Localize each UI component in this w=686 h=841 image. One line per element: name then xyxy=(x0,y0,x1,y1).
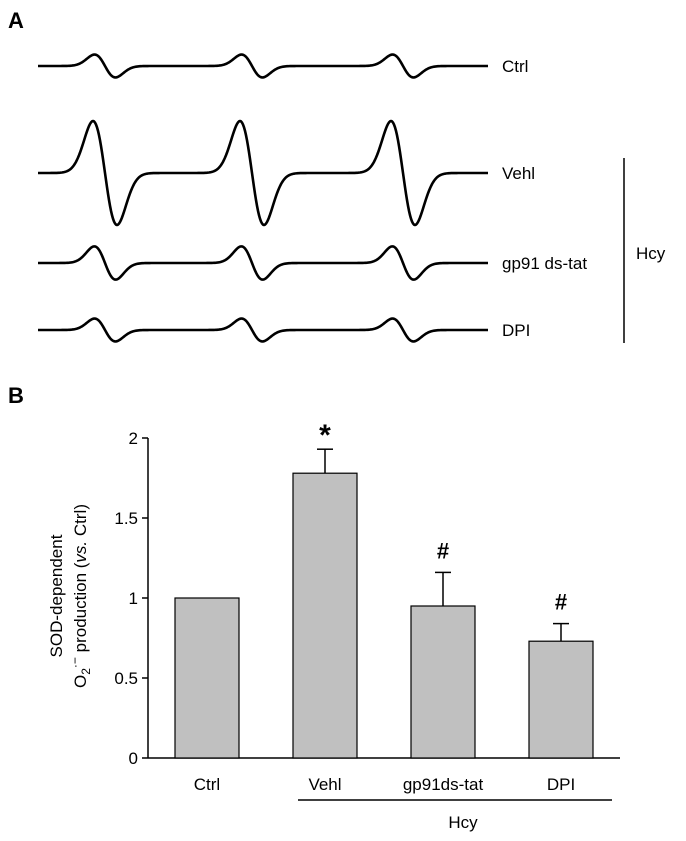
significance-3: # xyxy=(555,590,567,615)
y-axis-label-line2: O2·− production (vs. Ctrl) xyxy=(68,504,93,688)
x-tick-label-1: Vehl xyxy=(308,775,341,794)
bar-3 xyxy=(529,641,593,758)
x-tick-label-2: gp91ds-tat xyxy=(403,775,484,794)
y-tick-label-4: 2 xyxy=(129,429,138,448)
y-tick-label-2: 1 xyxy=(129,589,138,608)
y-axis-label-line1: SOD-dependent xyxy=(47,534,66,657)
y-tick-label-1: 0.5 xyxy=(114,669,138,688)
panel-b-letter: B xyxy=(8,383,24,408)
trace-2 xyxy=(38,246,488,279)
trace-label-0: Ctrl xyxy=(502,57,528,76)
y-tick-label-0: 0 xyxy=(129,749,138,768)
hcy-label-b: Hcy xyxy=(448,813,478,832)
bar-0 xyxy=(175,598,239,758)
significance-1: * xyxy=(319,419,331,452)
significance-2: # xyxy=(437,538,449,563)
x-tick-label-0: Ctrl xyxy=(194,775,220,794)
trace-label-2: gp91 ds-tat xyxy=(502,254,587,273)
bar-2 xyxy=(411,606,475,758)
y-tick-label-3: 1.5 xyxy=(114,509,138,528)
x-tick-label-3: DPI xyxy=(547,775,575,794)
trace-0 xyxy=(38,55,488,78)
hcy-label-a: Hcy xyxy=(636,244,666,263)
trace-label-1: Vehl xyxy=(502,164,535,183)
x-tick-labels: Ctrl Vehl gp91ds-tat DPI xyxy=(194,775,575,794)
panel-a-letter: A xyxy=(8,8,24,33)
trace-label-3: DPI xyxy=(502,321,530,340)
chart-bars: * # # xyxy=(175,419,593,758)
bar-1 xyxy=(293,473,357,758)
trace-3 xyxy=(38,319,488,342)
trace-1 xyxy=(38,121,488,225)
epr-traces: Ctrl Vehl gp91 ds-tat DPI xyxy=(38,55,587,342)
